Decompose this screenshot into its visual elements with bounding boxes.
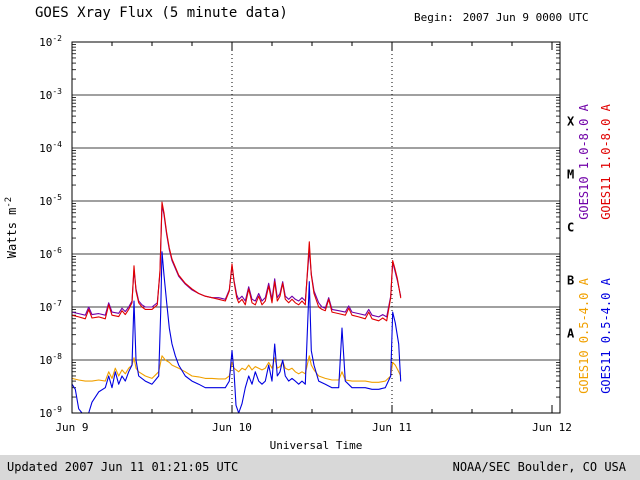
y-axis-title: Watts m-2 [4,197,19,258]
plot-frame [71,41,561,414]
legend-label-1: GOES10 1.0-8.0 A [577,103,591,219]
flare-class-label-m: M [567,168,574,182]
y-axis-tick-label: 10-5 [39,193,62,208]
y-axis-tick-label: 10-8 [39,352,62,367]
series-goes11-0-5-4-0-a [71,251,402,414]
flare-class-label-b: B [567,274,574,288]
page-title: GOES Xray Flux (5 minute data) [35,5,288,21]
flare-class-label-c: C [567,221,574,235]
begin-value: 2007 Jun 9 0000 UTC [462,11,589,24]
series-goes11-1-0-8-0-a [71,201,402,322]
x-axis-day-label: Jun 12 [532,421,572,434]
x-axis-title: Universal Time [270,439,363,452]
source-credit: NOAA/SEC Boulder, CO USA [452,460,626,474]
flare-class-label-a: A [567,327,575,341]
y-axis-tick-label: 10-2 [39,34,62,49]
series-goes10-1-0-8-0-a [71,204,402,318]
y-axis-tick-label: 10-9 [39,405,62,420]
legend-label-4: GOES11 0.5-4.0 A [599,277,613,393]
updated-timestamp: Updated 2007 Jun 11 01:21:05 UTC [7,460,239,474]
x-axis-day-label: Jun 9 [55,421,88,434]
flare-class-label-x: X [567,115,575,129]
legend-label-2: GOES11 1.0-8.0 A [599,103,613,219]
legend-label-3: GOES10 0.5-4.0 A [577,277,591,393]
y-axis-tick-label: 10-7 [39,299,62,314]
y-axis-tick-label: 10-6 [39,246,62,261]
x-axis-day-label: Jun 11 [372,421,412,434]
begin-timestamp: Begin: 2007 Jun 9 0000 UTC [414,11,589,24]
footer-bar: Updated 2007 Jun 11 01:21:05 UTC NOAA/SE… [0,455,640,480]
begin-label: Begin: [414,11,454,24]
x-axis-day-label: Jun 10 [212,421,252,434]
y-axis-tick-label: 10-3 [39,87,62,102]
y-axis-tick-label: 10-4 [39,140,62,155]
